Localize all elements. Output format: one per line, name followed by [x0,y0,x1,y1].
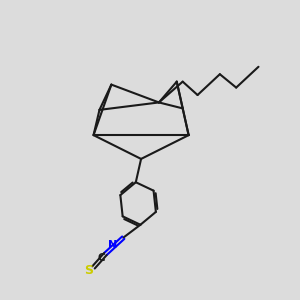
Text: N: N [108,240,118,250]
Text: S: S [85,264,94,277]
Text: C: C [97,253,105,262]
